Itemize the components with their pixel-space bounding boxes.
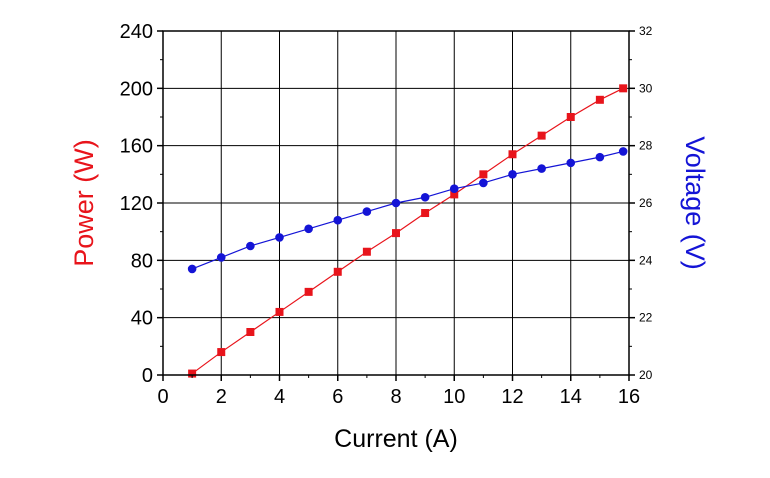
power-data-point [304,287,313,296]
power-data-point [217,348,226,357]
voltage-data-point [187,264,197,274]
power-data-point [619,84,628,93]
x-tick-label: 12 [501,386,523,408]
voltage-data-point [216,253,226,262]
x-tick-label: 10 [443,386,465,408]
power-data-point [246,328,255,336]
power-data-point [421,209,430,218]
x-tick-label: 2 [216,386,227,408]
x-tick-label: 4 [274,386,285,408]
x-tick-label: 0 [157,386,168,408]
ticks: 0 2 4 6 8 10 12 14 16040801201602002402022242628… [120,21,653,408]
y2-tick-label: 30 [639,81,653,95]
y2-tick-label: 32 [639,24,653,38]
y-tick-label: 120 [120,193,153,215]
power-data-point [450,190,459,199]
y2-tick-label: 26 [639,196,653,210]
power-data-point [595,95,604,104]
voltage-data-point [595,152,605,162]
voltage-data-point [275,233,284,242]
voltage-data-point [508,170,517,179]
power-data-point [188,369,197,378]
y-axis-title: Power (W) [69,139,99,267]
y-tick-label: 40 [131,308,153,330]
power-data-point [275,307,284,316]
x-tick-label: 8 [390,386,401,408]
grid [163,31,629,375]
y2-tick-label: 20 [639,368,653,382]
power-data-point [392,229,400,238]
y2-tick-label: 24 [639,253,653,267]
x-tick-label: 16 [618,386,640,408]
power-series-line [191,87,624,375]
x-tick-label: 6 [332,386,343,408]
voltage-data-point [333,215,343,225]
voltage-data-point [304,224,313,234]
y-tick-label: 0 [142,365,153,387]
y-tick-label: 200 [120,78,153,100]
x-axis-title: Current (A) [334,425,458,453]
voltage-series-line [191,150,624,270]
voltage-data-point [566,158,576,168]
voltage-data-point [362,207,372,216]
series-layer [187,84,628,378]
y-tick-label: 160 [120,136,153,158]
power-data-point [566,113,575,121]
power-data-point [508,150,517,159]
voltage-data-point [420,192,430,202]
voltage-data-point [479,178,488,188]
y-tick-label: 240 [120,21,153,43]
voltage-data-point [537,164,546,173]
power-data-point [537,131,546,140]
voltage-data-point [391,198,401,208]
power-data-point [362,247,371,256]
voltage-data-point [618,147,628,156]
voltage-data-point [246,241,255,251]
x-tick-label: 14 [560,386,582,408]
y2-tick-label: 22 [639,311,653,325]
y2-tick-label: 28 [639,139,653,153]
y2-axis-title: Voltage (V) [680,136,710,270]
power-data-point [333,267,342,276]
power-data-point [479,170,488,179]
voltage-data-point [449,184,459,193]
y-tick-label: 80 [131,250,153,272]
